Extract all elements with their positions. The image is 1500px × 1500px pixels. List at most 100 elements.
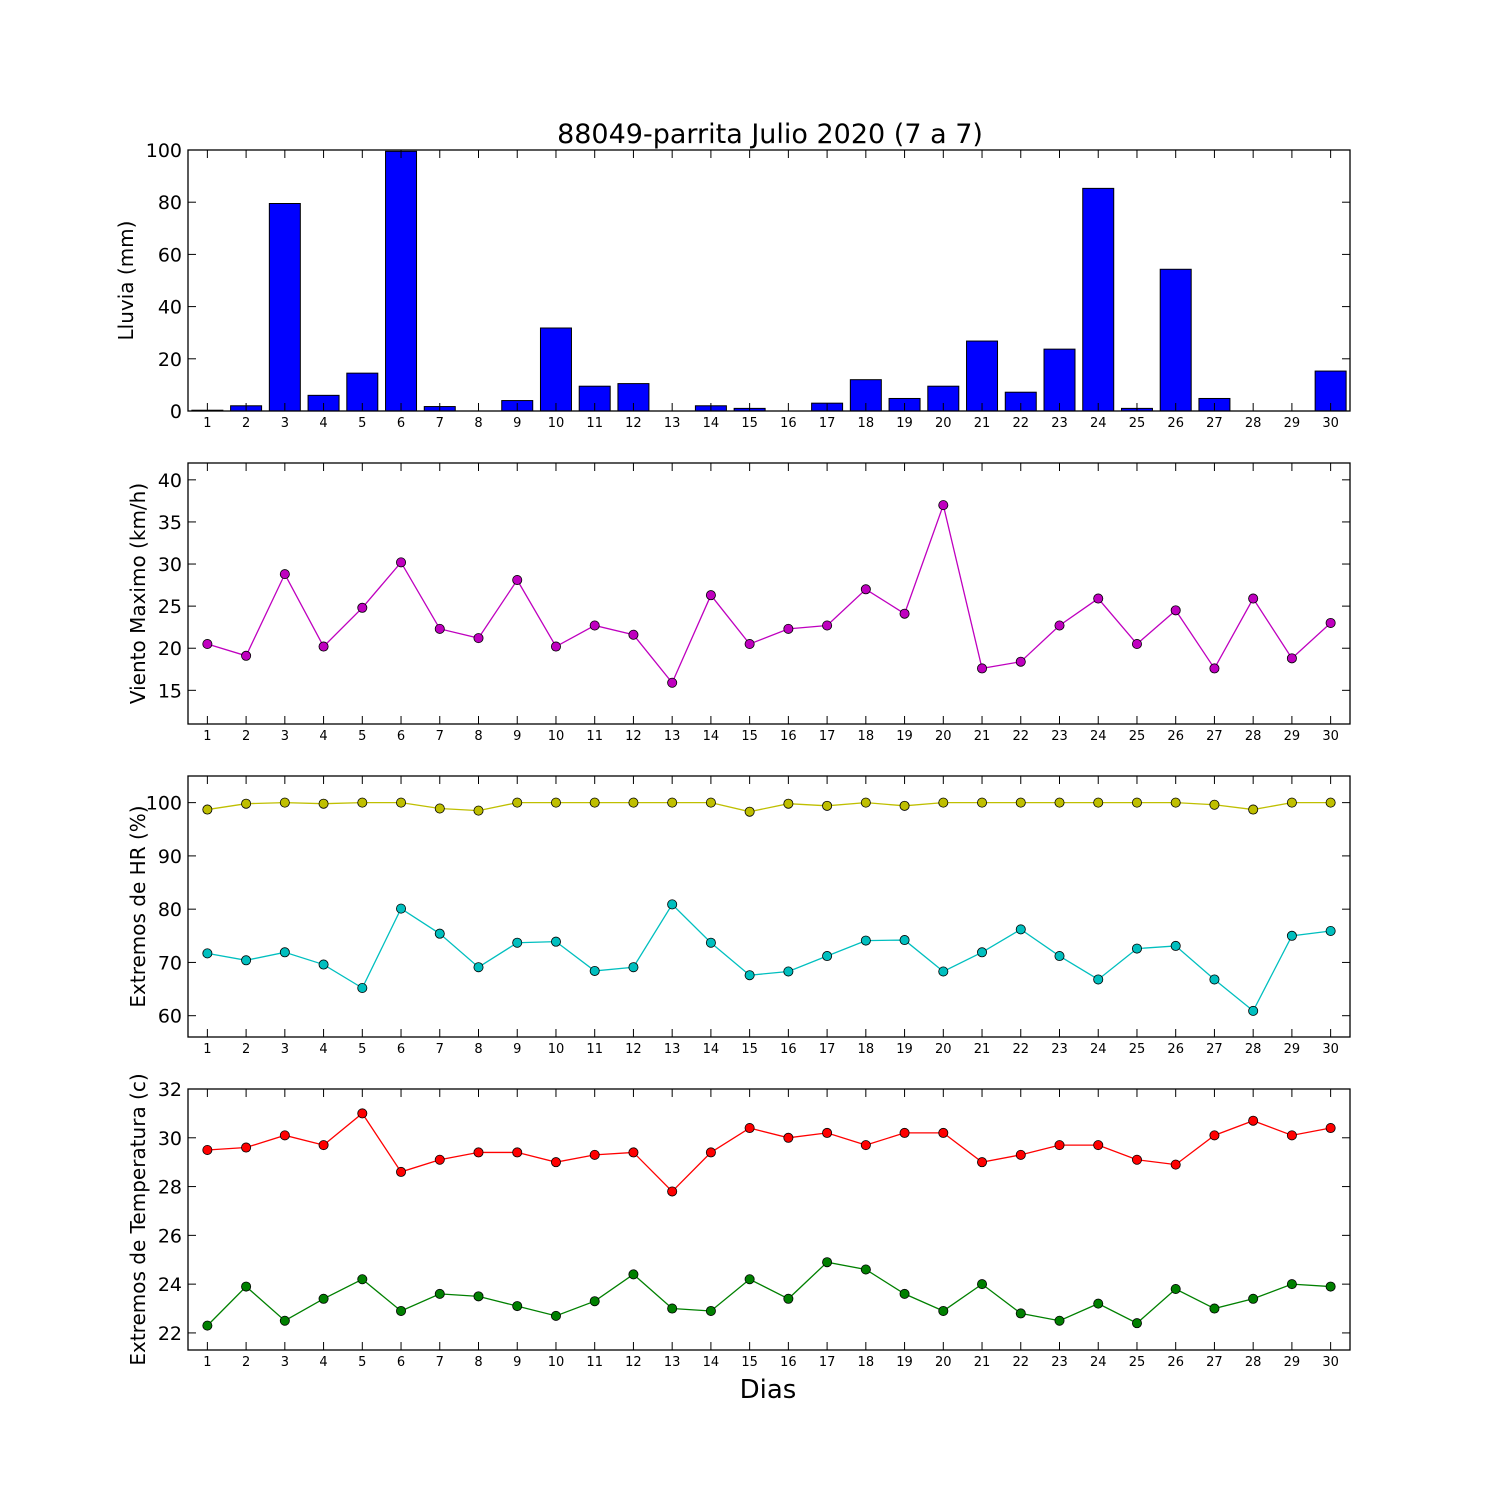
humidity-panel-series-1-point-day-5: [357, 797, 368, 808]
temperature-panel-series-1-point-day-19: [899, 1127, 910, 1138]
x-tick-label: 23: [1051, 1042, 1068, 1057]
x-tick-label: 13: [664, 1355, 681, 1370]
x-tick-label: 2: [242, 416, 250, 431]
x-tick-label: 29: [1284, 1355, 1301, 1370]
humidity-panel-series-2-point-day-6: [396, 903, 407, 914]
x-tick-label: 8: [474, 416, 482, 431]
x-tick-label: 25: [1129, 416, 1146, 431]
humidity-panel-series-1-point-day-19: [899, 800, 910, 811]
humidity-panel-series-1-point-day-12: [628, 797, 639, 808]
x-tick-label: 28: [1245, 1042, 1262, 1057]
temperature-panel-series-1-point-day-3: [279, 1130, 290, 1141]
x-tick-label: 3: [281, 729, 289, 744]
humidity-panel-series-1-point-day-8: [473, 805, 484, 816]
humidity-panel-series-2-point-day-11: [589, 965, 600, 976]
x-tick-label: 15: [741, 729, 758, 744]
humidity-panel-series-1-point-day-25: [1131, 797, 1142, 808]
temperature-panel-series-1-point-day-11: [589, 1149, 600, 1160]
humidity-panel-series-2-point-day-25: [1131, 943, 1142, 954]
x-tick-label: 3: [281, 1355, 289, 1370]
x-tick-label: 19: [896, 1355, 913, 1370]
rain-panel-y-axis-label: Lluvia (mm): [114, 221, 138, 341]
humidity-panel-series-1-point-day-26: [1170, 797, 1181, 808]
x-tick-label: 21: [974, 729, 991, 744]
wind-panel-series-1-point-day-2: [241, 650, 252, 661]
temperature-panel-series-2-point-day-17: [822, 1257, 833, 1268]
x-tick-label: 24: [1090, 1355, 1107, 1370]
y-tick-label: 60: [158, 1006, 182, 1028]
temperature-panel-series-2-point-day-15: [744, 1274, 755, 1285]
x-tick-label: 15: [741, 416, 758, 431]
wind-panel-series-1-point-day-16: [783, 623, 794, 634]
x-tick-label: 23: [1051, 729, 1068, 744]
x-tick-label: 5: [358, 416, 366, 431]
x-tick-label: 25: [1129, 1355, 1146, 1370]
y-tick-label: 80: [158, 899, 182, 921]
wind-panel-series-1-point-day-5: [357, 602, 368, 613]
x-tick-label: 6: [397, 1042, 405, 1057]
x-tick-label: 18: [858, 416, 875, 431]
x-tick-label: 25: [1129, 729, 1146, 744]
x-tick-label: 22: [1012, 1355, 1029, 1370]
rain-bar-day-21: [966, 340, 999, 412]
y-tick-label: 20: [158, 349, 182, 371]
temperature-panel-series-1-point-day-20: [938, 1127, 949, 1138]
humidity-panel-series-2-line: [207, 903, 1331, 1012]
x-tick-label: 28: [1245, 729, 1262, 744]
humidity-panel-series-1-point-day-22: [1015, 797, 1026, 808]
temperature-panel-series-2-point-day-28: [1248, 1293, 1259, 1304]
temperature-panel-series-2-point-day-1: [202, 1320, 213, 1331]
humidity-panel-series-1-point-day-23: [1054, 797, 1065, 808]
x-tick-label: 27: [1206, 729, 1223, 744]
temperature-panel-y-axis-label: Extremos de Temperatura (c): [126, 1073, 150, 1365]
x-tick-label: 8: [474, 1042, 482, 1057]
x-tick-label: 18: [858, 1355, 875, 1370]
x-tick-label: 16: [780, 1042, 797, 1057]
x-tick-label: 12: [625, 1042, 642, 1057]
humidity-panel-series-1-point-day-21: [977, 797, 988, 808]
temperature-panel-series-2-point-day-11: [589, 1296, 600, 1307]
wind-panel-series-1-point-day-6: [396, 557, 407, 568]
temperature-panel-series-1-point-day-26: [1170, 1159, 1181, 1170]
chart-title: 88049-parrita Julio 2020 (7 a 7): [557, 119, 983, 150]
humidity-panel-series-2-point-day-18: [860, 935, 871, 946]
x-tick-label: 5: [358, 1042, 366, 1057]
temperature-panel-series-2-point-day-27: [1209, 1303, 1220, 1314]
wind-panel-series-1-point-day-10: [550, 641, 561, 652]
x-tick-label: 8: [474, 729, 482, 744]
x-tick-label: 22: [1012, 1042, 1029, 1057]
humidity-panel-series-2-point-day-26: [1170, 940, 1181, 951]
temperature-panel-series-2-point-day-26: [1170, 1284, 1181, 1295]
x-tick-label: 11: [586, 729, 603, 744]
x-tick-label: 20: [935, 416, 952, 431]
x-tick-label: 27: [1206, 1355, 1223, 1370]
humidity-panel-series-2-point-day-20: [938, 966, 949, 977]
x-tick-label: 24: [1090, 416, 1107, 431]
wind-panel-series-1-point-day-22: [1015, 656, 1026, 667]
x-tick-label: 16: [780, 1355, 797, 1370]
temperature-panel-series-2-point-day-20: [938, 1305, 949, 1316]
temperature-panel-series-1-point-day-7: [434, 1154, 445, 1165]
x-tick-label: 19: [896, 416, 913, 431]
y-tick-label: 80: [158, 192, 182, 214]
temperature-panel-series-2-point-day-24: [1093, 1298, 1104, 1309]
x-tick-label: 21: [974, 1355, 991, 1370]
humidity-panel-series-1-point-day-9: [512, 797, 523, 808]
x-tick-label: 15: [741, 1042, 758, 1057]
humidity-panel-series-1-point-day-24: [1093, 797, 1104, 808]
wind-panel-series-1-point-day-19: [899, 608, 910, 619]
x-tick-label: 6: [397, 729, 405, 744]
humidity-panel-series-2-point-day-28: [1248, 1005, 1259, 1016]
y-tick-label: 90: [158, 846, 182, 868]
x-tick-label: 3: [281, 416, 289, 431]
x-tick-label: 4: [319, 1042, 327, 1057]
temperature-panel-series-1-point-day-6: [396, 1166, 407, 1177]
y-tick-label: 20: [158, 638, 182, 660]
temperature-panel-series-1-point-day-13: [667, 1186, 678, 1197]
x-tick-label: 17: [819, 1355, 836, 1370]
x-tick-label: 10: [548, 729, 565, 744]
x-tick-label: 14: [703, 1042, 720, 1057]
